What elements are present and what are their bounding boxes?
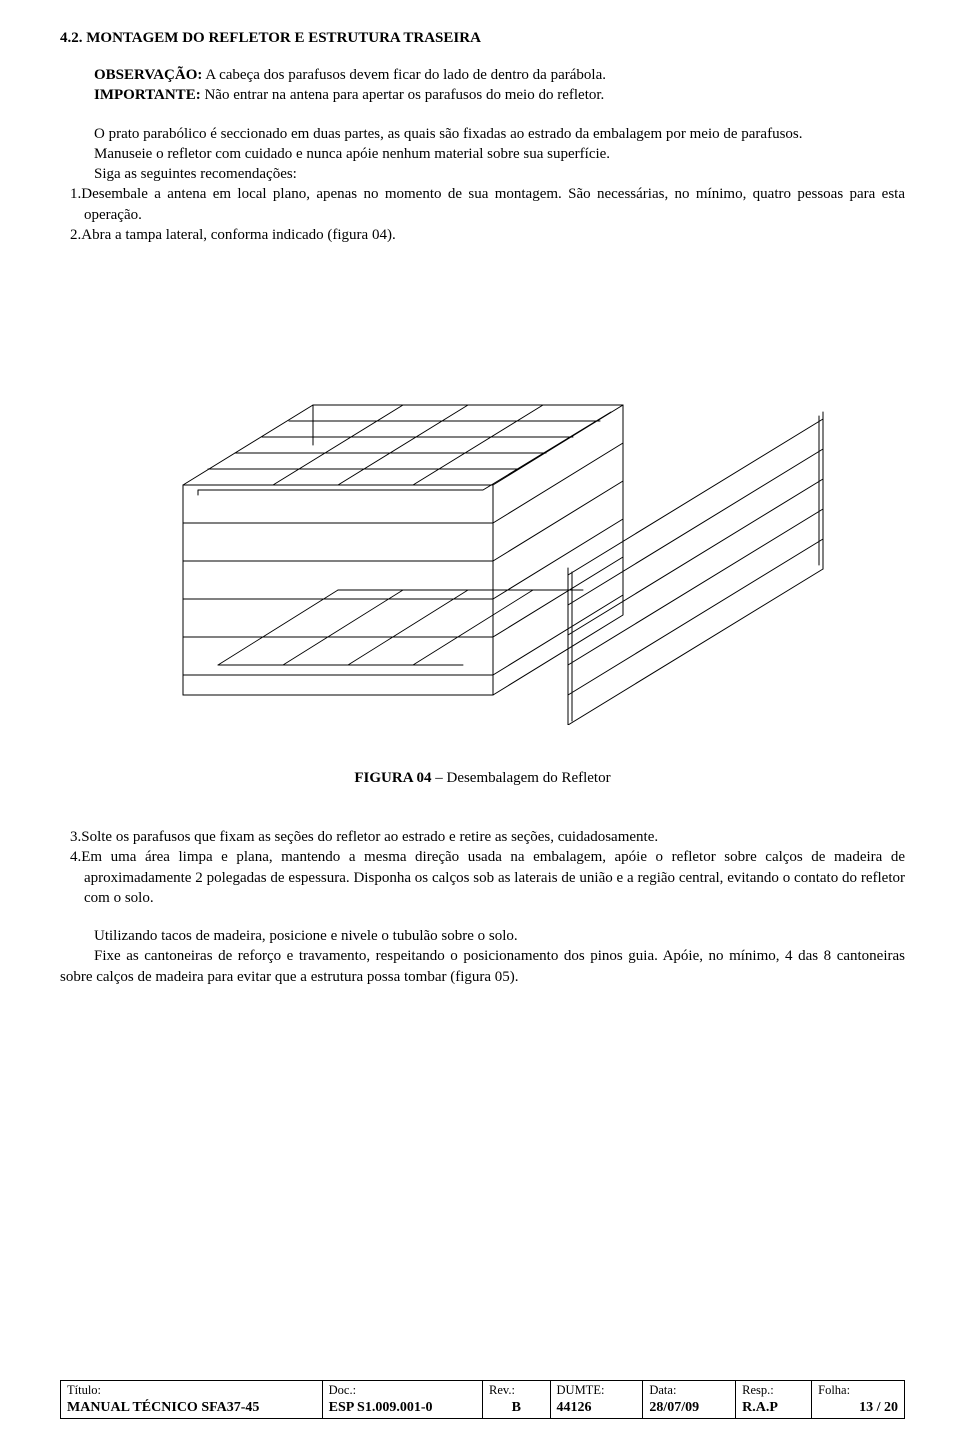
val-data: 28/07/09 (649, 1399, 729, 1417)
hdr-rev: Rev.: (489, 1383, 544, 1399)
table-row: Título: MANUAL TÉCNICO SFA37-45 Doc.: ES… (61, 1380, 905, 1418)
cell-folha: Folha: 13 / 20 (812, 1380, 905, 1418)
figure-caption: FIGURA 04 – Desembalagem do Refletor (60, 770, 905, 787)
val-resp: R.A.P (742, 1399, 805, 1417)
hdr-folha: Folha: (818, 1383, 898, 1399)
cell-data: Data: 28/07/09 (643, 1380, 736, 1418)
section-number: 4.2. (60, 30, 83, 46)
intro-p1: O prato parabólico é seccionado em duas … (60, 124, 905, 144)
cell-doc: Doc.: ESP S1.009.001-0 (322, 1380, 482, 1418)
val-rev: B (489, 1399, 544, 1417)
observation-text: A cabeça dos parafusos devem ficar do la… (202, 67, 606, 83)
hdr-dumte: DUMTE: (557, 1383, 637, 1399)
val-folha: 13 / 20 (818, 1399, 898, 1417)
val-titulo: MANUAL TÉCNICO SFA37-45 (67, 1399, 316, 1417)
important-line: IMPORTANTE: Não entrar na antena para ap… (94, 85, 905, 105)
tail-p1: Utilizando tacos de madeira, posicione e… (60, 926, 905, 946)
important-text: Não entrar na antena para apertar os par… (201, 87, 605, 103)
step-1: 1.Desembale a antena em local plano, ape… (60, 184, 905, 225)
section-title: 4.2. MONTAGEM DO REFLETOR E ESTRUTURA TR… (60, 30, 905, 47)
cell-dumte: DUMTE: 44126 (550, 1380, 643, 1418)
tail-p2: Fixe as cantoneiras de reforço e travame… (60, 946, 905, 987)
step-4: 4.Em uma área limpa e plana, mantendo a … (60, 847, 905, 908)
crate-diagram (123, 285, 843, 725)
cell-rev: Rev.: B (483, 1380, 551, 1418)
step-3: 3.Solte os parafusos que fixam as seções… (60, 827, 905, 847)
observation-line: OBSERVAÇÃO: A cabeça dos parafusos devem… (94, 65, 905, 85)
figure-04 (60, 285, 905, 730)
footer-table: Título: MANUAL TÉCNICO SFA37-45 Doc.: ES… (60, 1380, 905, 1419)
figure-desc: – Desembalagem do Refletor (431, 770, 610, 786)
intro-p3: Siga as seguintes recomendações: (60, 164, 905, 184)
hdr-doc: Doc.: (329, 1383, 476, 1399)
important-label: IMPORTANTE: (94, 87, 201, 103)
section-heading: MONTAGEM DO REFLETOR E ESTRUTURA TRASEIR… (86, 30, 481, 46)
val-doc: ESP S1.009.001-0 (329, 1399, 476, 1417)
hdr-resp: Resp.: (742, 1383, 805, 1399)
observation-label: OBSERVAÇÃO: (94, 67, 202, 83)
figure-label: FIGURA 04 (354, 770, 431, 786)
hdr-titulo: Título: (67, 1383, 316, 1399)
cell-titulo: Título: MANUAL TÉCNICO SFA37-45 (61, 1380, 323, 1418)
note-block: OBSERVAÇÃO: A cabeça dos parafusos devem… (94, 65, 905, 106)
step-2: 2.Abra a tampa lateral, conforma indicad… (60, 225, 905, 245)
cell-resp: Resp.: R.A.P (736, 1380, 812, 1418)
val-dumte: 44126 (557, 1399, 637, 1417)
hdr-data: Data: (649, 1383, 729, 1399)
intro-p2: Manuseie o refletor com cuidado e nunca … (60, 144, 905, 164)
